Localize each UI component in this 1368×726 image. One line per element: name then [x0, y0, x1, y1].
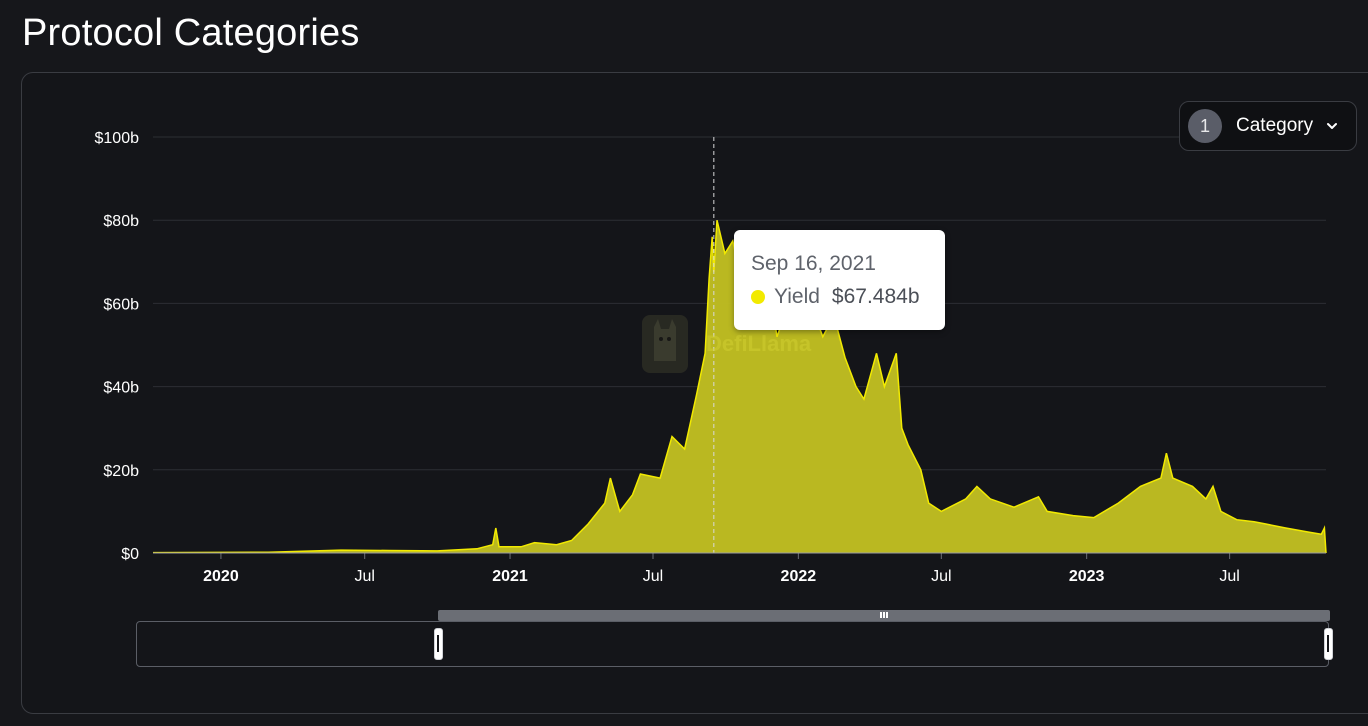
category-dropdown-label: Category [1236, 115, 1314, 136]
zoom-slider-track[interactable] [136, 621, 1329, 667]
category-dropdown[interactable]: 1 Category [1179, 101, 1357, 151]
x-tick-label: Jul [1219, 568, 1239, 585]
selected-count-badge: 1 [1188, 109, 1222, 143]
page-title: Protocol Categories [22, 12, 360, 54]
tooltip-series-row: Yield $67.484b [751, 285, 920, 309]
watermark-text: DefiLlama [706, 331, 812, 356]
y-tick-label: $20b [103, 463, 139, 480]
chart-panel [21, 72, 1368, 714]
x-tick-label: Jul [643, 568, 663, 585]
tooltip-series-name: Yield [774, 285, 820, 308]
llama-logo-icon [642, 315, 688, 373]
x-tick-label: 2021 [492, 568, 528, 585]
x-tick-label: Jul [354, 568, 374, 585]
tooltip-series-value: $67.484b [831, 285, 920, 308]
x-tick-label: Jul [931, 568, 951, 585]
y-tick-label: $40b [103, 380, 139, 397]
y-tick-label: $100b [95, 130, 140, 147]
chart-tooltip: Sep 16, 2021 Yield $67.484b [734, 230, 945, 330]
y-tick-label: $0 [121, 546, 139, 563]
x-tick-label: 2023 [1069, 568, 1105, 585]
zoom-handle-end[interactable] [1324, 628, 1333, 660]
y-tick-label: $60b [103, 296, 139, 313]
x-tick-label: 2022 [781, 568, 817, 585]
x-axis: 2020 Jul 2021 Jul 2022 Jul 2023 Jul [153, 552, 1326, 585]
zoom-range-bar[interactable] [438, 610, 1330, 621]
chevron-down-icon [1325, 119, 1339, 133]
series-color-dot [751, 290, 765, 304]
watermark: DefiLlama [640, 313, 811, 375]
series-area-fill [153, 220, 1326, 553]
y-axis: $0 $20b $40b $60b $80b $100b [95, 130, 140, 563]
zoom-handle-start[interactable] [434, 628, 443, 660]
x-tick-label: 2020 [203, 568, 239, 585]
tooltip-date: Sep 16, 2021 [751, 252, 876, 275]
drag-grip-icon [880, 612, 888, 618]
y-tick-label: $80b [103, 213, 139, 230]
